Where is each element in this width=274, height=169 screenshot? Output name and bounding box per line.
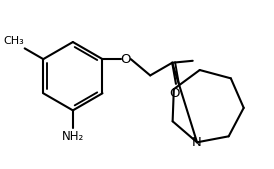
Text: NH₂: NH₂ [62, 130, 84, 143]
Text: O: O [121, 53, 131, 66]
Text: CH₃: CH₃ [3, 37, 24, 46]
Text: O: O [170, 87, 180, 100]
Text: N: N [192, 136, 202, 149]
